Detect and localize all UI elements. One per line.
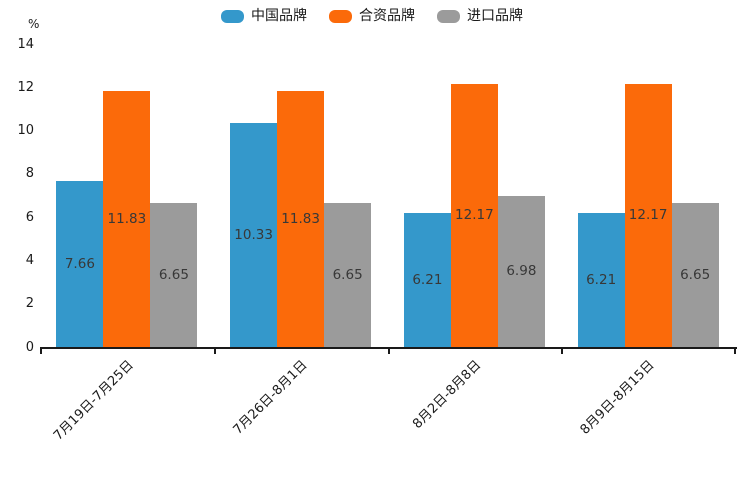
legend-label: 中国品牌 bbox=[251, 8, 307, 24]
bar-中国品牌-8月9日-8月15日[interactable] bbox=[577, 212, 625, 347]
bar-value-label: 6.98 bbox=[506, 263, 537, 280]
y-tick-label: 14 bbox=[17, 36, 34, 52]
legend-label: 进口品牌 bbox=[467, 8, 523, 24]
bar-value-label: 11.83 bbox=[281, 210, 320, 227]
legend-item-2[interactable]: 进口品牌 bbox=[437, 7, 523, 25]
bar-进口品牌-7月26日-8月1日[interactable] bbox=[324, 203, 372, 347]
y-tick-label: 10 bbox=[17, 123, 34, 139]
x-axis-tick bbox=[40, 347, 42, 354]
legend-item-1[interactable]: 合资品牌 bbox=[329, 7, 415, 25]
y-tick-label: 6 bbox=[25, 209, 34, 225]
bar-合资品牌-8月9日-8月15日[interactable] bbox=[624, 83, 672, 347]
bar-value-label: 6.65 bbox=[680, 267, 711, 284]
bar-中国品牌-7月26日-8月1日[interactable] bbox=[230, 123, 278, 347]
x-axis-line bbox=[40, 347, 737, 354]
bar-value-label: 11.83 bbox=[107, 210, 147, 227]
x-axis-tick bbox=[214, 347, 216, 354]
bar-value-label: 6.21 bbox=[412, 271, 443, 288]
bar-进口品牌-8月9日-8月15日[interactable] bbox=[671, 203, 719, 347]
bar-value-label: 12.17 bbox=[628, 207, 668, 224]
y-tick-label: 0 bbox=[25, 339, 34, 355]
bar-进口品牌-7月19日-7月25日[interactable] bbox=[150, 203, 198, 347]
bar-合资品牌-7月26日-8月1日[interactable] bbox=[277, 90, 325, 347]
x-category-label: 7月19日-7月25日 bbox=[50, 357, 137, 444]
bar-value-label: 6.65 bbox=[332, 267, 363, 284]
x-category-label: 7月26日-8月1日 bbox=[230, 357, 311, 438]
x-category-label: 8月2日-8月8日 bbox=[409, 357, 484, 432]
y-tick-label: 4 bbox=[25, 252, 34, 268]
y-tick-label: 12 bbox=[17, 79, 34, 95]
bar-value-label: 6.21 bbox=[586, 271, 617, 288]
x-category-label: 8月9日-8月15日 bbox=[577, 357, 658, 438]
bar-value-label: 12.17 bbox=[455, 207, 494, 224]
bar-value-label: 10.33 bbox=[234, 227, 273, 244]
legend-swatch-icon bbox=[437, 9, 460, 23]
legend-item-0[interactable]: 中国品牌 bbox=[221, 7, 307, 25]
bar-中国品牌-7月19日-7月25日[interactable] bbox=[56, 181, 104, 347]
bar-进口品牌-8月2日-8月8日[interactable] bbox=[497, 195, 545, 347]
legend-label: 合资品牌 bbox=[359, 8, 415, 24]
y-tick-label: 8 bbox=[25, 166, 34, 182]
plot-area: 7.66 11.83 6.65 10.33 11.83 6.65 6.21 12.17 6.98… bbox=[40, 44, 735, 347]
bar-合资品牌-8月2日-8月8日[interactable] bbox=[450, 83, 498, 347]
bar-中国品牌-8月2日-8月8日[interactable] bbox=[403, 212, 451, 347]
bar-value-label: 6.65 bbox=[158, 267, 189, 284]
x-axis-tick bbox=[388, 347, 390, 354]
bar-value-label: 7.66 bbox=[64, 256, 95, 273]
bar-合资品牌-7月19日-7月25日[interactable] bbox=[103, 90, 151, 347]
y-tick-label: 2 bbox=[25, 296, 34, 312]
x-axis-tick bbox=[734, 347, 736, 354]
legend-swatch-icon bbox=[329, 9, 352, 23]
chart-legend: 中国品牌 合资品牌 进口品牌 bbox=[0, 7, 744, 25]
x-axis-tick bbox=[561, 347, 563, 354]
legend-swatch-icon bbox=[221, 9, 244, 23]
y-axis-unit-label: % bbox=[28, 17, 40, 31]
